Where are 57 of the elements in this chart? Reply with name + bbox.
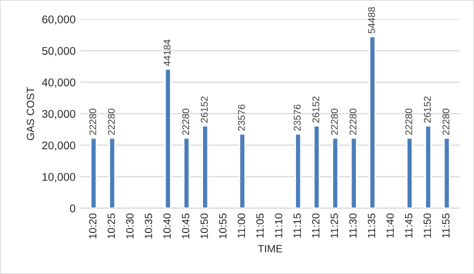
- bar: [313, 125, 320, 208]
- x-tick-label: 11:45: [405, 214, 412, 238]
- x-tick-label: 11:10: [274, 214, 282, 238]
- x-tick-label: 10:30: [126, 214, 134, 238]
- x-tick-label: 11:15: [294, 214, 301, 238]
- bar: [294, 133, 302, 208]
- bar: [424, 125, 432, 208]
- data-label: 22280: [108, 108, 115, 135]
- x-axis-title: TIME: [258, 245, 282, 252]
- data-label: 23576: [294, 104, 301, 131]
- bar: [443, 137, 450, 208]
- y-tick-label: 30,000: [42, 110, 76, 120]
- bar: [238, 133, 246, 208]
- bar: [202, 125, 209, 208]
- bar: [90, 137, 98, 208]
- data-label: 22280: [350, 108, 356, 135]
- x-tick-label: 10:20: [89, 214, 96, 238]
- data-label: 22280: [442, 108, 450, 135]
- x-tick-label: 10:55: [219, 214, 227, 238]
- x-tick-label: 11:05: [256, 214, 264, 238]
- x-tick-label: 11:50: [424, 214, 431, 238]
- x-tick-label: 11:25: [330, 214, 338, 238]
- data-label: 54488: [368, 7, 376, 34]
- data-label: 22280: [182, 108, 190, 135]
- data-label: 22280: [89, 108, 96, 135]
- data-label: 26152: [424, 96, 431, 123]
- bar: [332, 137, 339, 208]
- x-tick-label: 11:30: [349, 214, 357, 238]
- bar: [183, 137, 190, 208]
- data-label: 44184: [164, 39, 171, 66]
- x-tick-label: 11:20: [312, 214, 320, 238]
- y-tick-label: 10,000: [42, 172, 76, 182]
- y-tick-label: 40,000: [42, 78, 76, 88]
- y-tick-label: 60,000: [42, 15, 76, 25]
- x-tick-label: 10:50: [200, 214, 208, 238]
- data-label: 26152: [200, 96, 208, 123]
- bar: [108, 137, 116, 208]
- data-label: 22280: [405, 108, 412, 135]
- bar: [350, 137, 358, 208]
- x-tick-label: 11:55: [442, 214, 450, 238]
- bar: [406, 137, 414, 208]
- x-tick-label: 10:45: [182, 214, 190, 238]
- bar: [164, 68, 172, 208]
- x-tick-label: 11:40: [386, 214, 394, 238]
- y-axis-title: GAS COST: [26, 87, 34, 140]
- x-tick-label: 11:35: [368, 214, 376, 238]
- x-tick-label: 10:25: [108, 214, 115, 238]
- y-tick-label: 20,000: [42, 141, 76, 151]
- y-tick-label: 0: [70, 204, 76, 212]
- x-tick-label: 10:40: [163, 214, 171, 238]
- y-tick-label: 50,000: [42, 46, 76, 56]
- data-label: 23576: [238, 104, 245, 131]
- x-tick-label: 11:00: [238, 214, 246, 238]
- data-label: 26152: [312, 96, 320, 123]
- data-label: 22280: [330, 108, 338, 135]
- x-tick-label: 10:35: [144, 214, 152, 238]
- bar: [368, 36, 376, 208]
